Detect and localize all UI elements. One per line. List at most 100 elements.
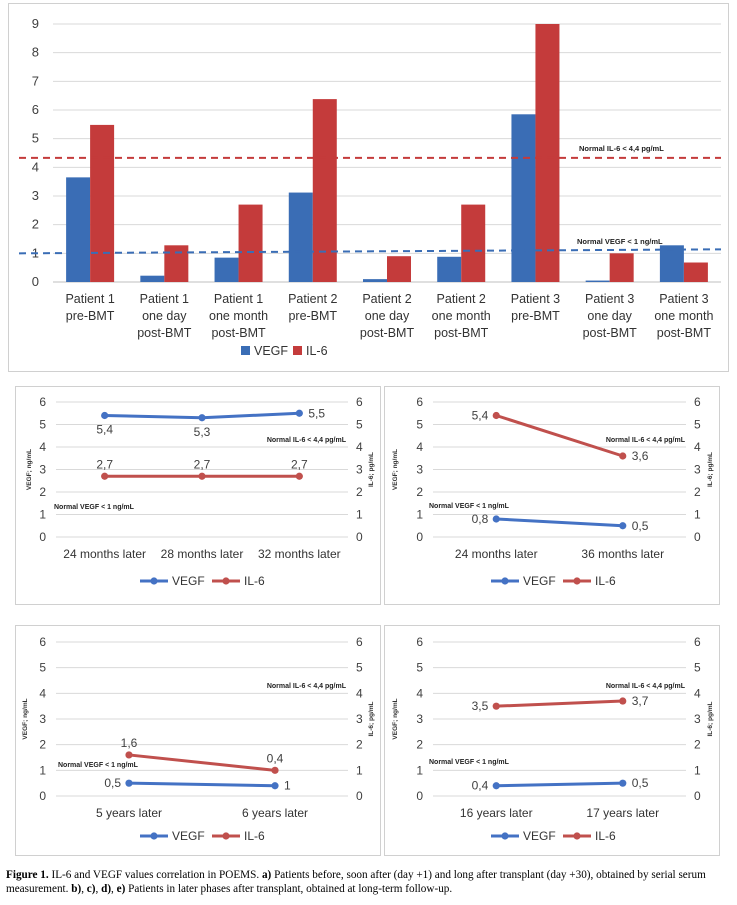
- y-tick-label-left: 6: [416, 395, 423, 409]
- y-axis-title-left: VEGF; ng/mL: [26, 449, 33, 490]
- data-label-il6: 2,7: [96, 457, 113, 471]
- x-tick-label-a: Patient 3: [585, 292, 634, 306]
- bar-il6: [609, 253, 634, 282]
- bar-il6: [683, 262, 708, 282]
- y-tick-label-right: 2: [694, 485, 701, 499]
- x-tick-label: 5 years later: [96, 806, 162, 820]
- y-tick-label-right: 6: [694, 635, 701, 649]
- caption-ref-a: a): [261, 869, 272, 881]
- series-line-il6: [496, 699, 623, 708]
- y-tick-label-right: 4: [694, 440, 701, 454]
- y-tick-label-right: 3: [356, 712, 363, 726]
- x-tick-label-a: post-BMT: [434, 326, 489, 340]
- data-point-il6: [125, 751, 133, 759]
- legend-swatch-il6: [293, 346, 302, 355]
- y-tick-label-left: 2: [416, 485, 423, 499]
- chart-e-svg: 0 0 1 1 2 2 3 3 4 4 5 5 6 6 VEGF; ng/mL IL-6; pg/mL 16 y…: [392, 635, 714, 843]
- chart-panel-d: 0 0 1 1 2 2 3 3 4 4 5 5 6 6 VEGF; ng/mL IL-6; pg/mL 5 ye…: [15, 625, 381, 856]
- x-tick-label-a: post-BMT: [211, 326, 266, 340]
- data-label-vegf: 0,5: [632, 519, 649, 533]
- y-tick-label-a: 5: [32, 131, 39, 146]
- y-tick-label-right: 5: [694, 661, 701, 675]
- legend-label-vegf: VEGF: [172, 574, 205, 588]
- chart-panel-b: 0 0 1 1 2 2 3 3 4 4 5 5 6 6 VEGF; ng/mL IL-6; pg/mL 24 m…: [15, 386, 381, 605]
- legend-label-il6: IL-6: [244, 829, 265, 843]
- chart-c-svg: 0 0 1 1 2 2 3 3 4 4 5 5 6 6 VEGF; ng/mL IL-6; pg/mL 24 m…: [392, 395, 714, 588]
- x-tick-label-a: post-BMT: [137, 326, 192, 340]
- data-label-vegf: 5,3: [194, 425, 211, 439]
- caption-ref-c: c): [86, 883, 96, 895]
- y-tick-label-left: 2: [416, 738, 423, 752]
- data-point-vegf: [271, 782, 279, 790]
- data-point-vegf: [198, 414, 206, 422]
- legend-label-vegf: VEGF: [523, 574, 556, 588]
- y-tick-label-right: 3: [356, 463, 363, 477]
- x-tick-label-a: Patient 1: [214, 292, 263, 306]
- data-label-vegf: 0,8: [472, 512, 489, 526]
- x-tick-label: 16 years later: [460, 806, 533, 820]
- y-tick-label-left: 1: [39, 763, 46, 777]
- data-point-il6: [492, 411, 500, 420]
- data-point-vegf: [125, 779, 133, 787]
- x-tick-label-a: one day: [142, 309, 187, 323]
- y-tick-label-left: 4: [416, 440, 423, 454]
- data-point-vegf: [619, 779, 627, 787]
- legend-label-il6: IL-6: [595, 574, 616, 588]
- y-tick-label-left: 6: [39, 395, 46, 409]
- y-tick-label-left: 1: [39, 508, 46, 522]
- y-axis-title-right: IL-6; pg/mL: [368, 452, 375, 487]
- caption-text-1: IL-6 and VEGF values correlation in POEM…: [48, 869, 262, 881]
- legend-marker-il6: [573, 577, 581, 585]
- y-tick-label-left: 3: [39, 712, 46, 726]
- y-tick-label-left: 3: [39, 463, 46, 477]
- data-label-il6: 5,4: [472, 409, 489, 423]
- data-label-vegf: 0,5: [104, 776, 121, 790]
- series-line-vegf: [496, 517, 623, 528]
- data-point-il6: [619, 697, 627, 705]
- y-axis-title-right: IL-6; pg/mL: [707, 452, 714, 487]
- y-tick-label-a: 4: [32, 159, 39, 174]
- legend-label-il6: IL-6: [595, 829, 616, 843]
- x-tick-label-a: pre-BMT: [511, 309, 560, 323]
- data-label-il6: 2,7: [194, 457, 211, 471]
- vegf-reference-label: Normal VEGF < 1 ng/mL: [577, 237, 663, 246]
- bar-il6: [90, 124, 115, 282]
- bar-il6: [312, 99, 337, 283]
- x-tick-label-a: one month: [432, 309, 491, 323]
- chart-panel-e: 0 0 1 1 2 2 3 3 4 4 5 5 6 6 VEGF; ng/mL IL-6; pg/mL 16 y…: [384, 625, 720, 856]
- y-tick-label-right: 1: [694, 508, 701, 522]
- caption-ref-d: d): [101, 883, 112, 895]
- x-tick-label-a: one day: [587, 309, 632, 323]
- y-tick-label-left: 0: [416, 530, 423, 544]
- data-point-vegf: [492, 515, 500, 523]
- y-tick-label-left: 6: [416, 635, 423, 649]
- data-point-il6: [198, 472, 206, 480]
- x-tick-label: 32 months later: [258, 547, 341, 561]
- y-tick-label-left: 0: [416, 789, 423, 803]
- x-tick-label: 24 months later: [455, 547, 538, 561]
- y-axis-title-right: IL-6; pg/mL: [707, 701, 714, 736]
- bar-il6: [164, 245, 189, 282]
- y-tick-label-a: 3: [32, 188, 39, 203]
- data-label-vegf: 1: [284, 779, 291, 793]
- y-tick-label-right: 1: [694, 763, 701, 777]
- caption-text-2: Patients before, soon after (day +1) and…: [6, 869, 706, 895]
- x-tick-label-a: Patient 1: [140, 292, 189, 306]
- y-tick-label-right: 3: [694, 712, 701, 726]
- series-line-il6: [128, 753, 276, 772]
- data-label-il6: 3,5: [472, 699, 489, 713]
- vegf-reference-note: Normal VEGF < 1 ng/mL: [58, 762, 139, 769]
- data-label-il6: 0,4: [267, 751, 284, 765]
- x-tick-label: 6 years later: [242, 806, 308, 820]
- chart-d-svg: 0 0 1 1 2 2 3 3 4 4 5 5 6 6 VEGF; ng/mL IL-6; pg/mL 5 ye…: [22, 635, 375, 843]
- y-tick-label-a: 8: [32, 45, 39, 60]
- bar-il6: [238, 204, 263, 282]
- caption-text-3: Patients in later phases after transplan…: [125, 883, 453, 895]
- chart-b-svg: 0 0 1 1 2 2 3 3 4 4 5 5 6 6 VEGF; ng/mL IL-6; pg/mL 24 m…: [26, 395, 375, 588]
- legend-label-il6: IL-6: [244, 574, 265, 588]
- y-tick-label-right: 0: [694, 789, 701, 803]
- data-label-vegf: 5,5: [308, 406, 325, 420]
- legend-label-il6: IL-6: [306, 344, 328, 358]
- y-tick-label-right: 4: [356, 440, 363, 454]
- legend-marker-il6: [222, 577, 230, 585]
